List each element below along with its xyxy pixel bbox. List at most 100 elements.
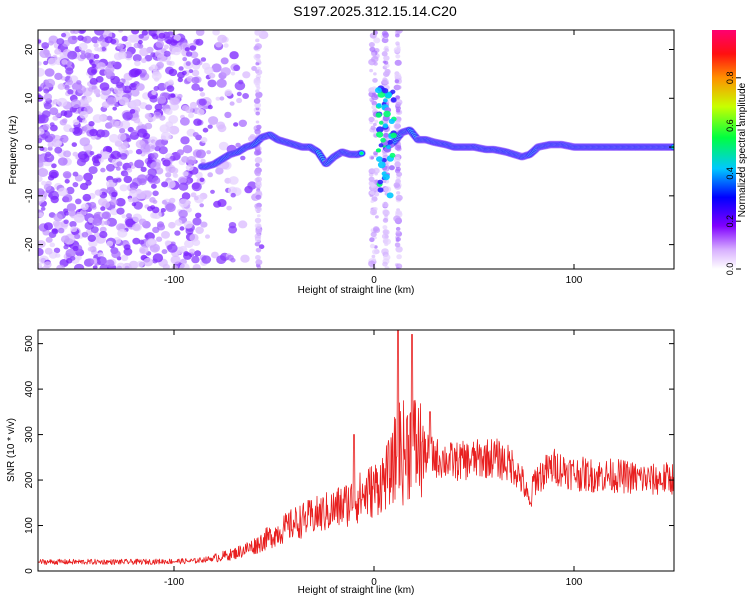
- spectrogram-cell: [174, 219, 183, 226]
- spectrogram-cell: [38, 39, 42, 44]
- spectrogram-cell: [43, 222, 54, 231]
- snr-x-tick-label: 0: [371, 577, 377, 588]
- spectrogram-cell: [191, 76, 200, 84]
- spectrogram-cell: [376, 156, 383, 163]
- spectrogram-cell: [377, 179, 384, 185]
- spectrogram-cell: [256, 124, 262, 130]
- spectrogram-cell: [160, 131, 172, 141]
- spectrogram-cell: [106, 240, 114, 247]
- spectrogram-cell: [129, 99, 140, 109]
- spectrogram-cell: [110, 38, 117, 45]
- spectrogram-cell: [200, 158, 206, 164]
- spectrogram-cell: [87, 66, 98, 76]
- spectrogram-cell: [112, 178, 119, 183]
- spectrogram-cell: [150, 64, 158, 71]
- spectrogram-cell: [394, 161, 401, 168]
- spectrogram-cell: [170, 97, 180, 106]
- spectrogram-cell: [128, 161, 134, 166]
- spectrogram-cell: [256, 207, 262, 211]
- spectrogram-cell: [50, 195, 59, 204]
- spectrogram-cell: [38, 176, 43, 182]
- snr-y-tick-label: 400: [24, 380, 35, 397]
- spectrogram-cell: [126, 137, 132, 142]
- spectrogram-cell: [163, 44, 169, 50]
- spectrogram-cell: [141, 30, 148, 36]
- colorbar-label: Normalized spectral amplitude: [737, 82, 748, 217]
- snr-frame: [37, 329, 675, 572]
- spectrogram-cell: [382, 229, 390, 236]
- spectrogram-cell: [45, 151, 52, 157]
- spectrogram-cell: [202, 62, 211, 70]
- spectrogram-cell: [194, 250, 202, 257]
- spectrogram-cell: [38, 201, 42, 206]
- spectrogram-cell: [85, 258, 95, 266]
- spectrogram-cell: [150, 145, 156, 150]
- spectrogram-cell: [144, 54, 153, 62]
- spectrogram-cell: [60, 235, 70, 243]
- spectrogram-cell: [141, 58, 147, 64]
- spectrogram-cell: [161, 199, 167, 205]
- spectrogram-cell: [48, 133, 56, 140]
- spectrogram-cell: [152, 258, 158, 264]
- spectrogram-cell: [255, 69, 263, 76]
- spectrogram-cell: [390, 89, 396, 95]
- spectrogram-cell: [386, 145, 391, 150]
- spectrogram-cell: [150, 52, 157, 58]
- spectrogram-cell: [388, 165, 395, 171]
- spectrogram-cell: [176, 149, 184, 156]
- spectrogram-cell: [255, 194, 262, 200]
- snr-x-tick-label: 100: [566, 577, 583, 588]
- spectrogram-cell: [41, 180, 47, 186]
- spectrogram-cell: [76, 80, 82, 85]
- spectrogram-cell: [195, 149, 206, 159]
- spectrogram-cell: [378, 120, 384, 125]
- spectrogram-cell: [91, 155, 102, 164]
- spectrogram-cell: [65, 67, 74, 75]
- spectrogram-cell: [96, 256, 107, 266]
- spectrogram-cell: [61, 32, 67, 38]
- spectrogram-cell: [151, 71, 162, 81]
- spectrogram-cell: [147, 206, 153, 212]
- spectrogram-cell: [94, 30, 105, 36]
- spectrogram-cell: [395, 102, 402, 107]
- snr-y-tick-label: 100: [24, 517, 35, 534]
- spectrogram-cell: [70, 226, 78, 233]
- spectrogram-cell: [226, 205, 232, 211]
- spectrogram-cell: [383, 60, 389, 65]
- spectrogram-cell: [380, 137, 386, 143]
- spectrogram-cell: [47, 146, 53, 151]
- spectrogram-cell: [228, 176, 239, 185]
- spectrogram-cell: [137, 202, 143, 208]
- spectrogram-cell: [233, 122, 239, 127]
- spectrogram-cell: [177, 77, 183, 83]
- spectrogram-cell: [124, 80, 130, 86]
- spectrogram-cell: [43, 60, 49, 66]
- snr-y-tick-label: 300: [24, 426, 35, 443]
- spectrogram-cell: [369, 32, 377, 39]
- spectrogram-cell: [48, 169, 59, 179]
- spectrogram-cell: [66, 203, 77, 212]
- spectrogram-cell: [254, 156, 263, 164]
- spectrogram-cell: [117, 51, 127, 60]
- spectrogram-cell: [111, 191, 118, 198]
- spectrogram-cell: [395, 226, 401, 231]
- spectrogram-cell: [190, 192, 197, 198]
- spectrogram-cell: [381, 158, 387, 163]
- spectrogram-cell: [171, 265, 179, 269]
- spectrogram-cell: [374, 119, 379, 124]
- spectrogram-cell: [189, 248, 195, 254]
- spectrogram-cell: [371, 52, 376, 57]
- spectrogram-cell: [81, 231, 89, 238]
- spectrogram-cell: [180, 117, 190, 126]
- spectrogram-cell: [67, 50, 78, 60]
- spectrogram-cell: [104, 220, 110, 226]
- snr-x-label: Height of straight line (km): [298, 585, 415, 596]
- spectrogram-cell: [65, 248, 76, 258]
- spectrogram-cell: [43, 183, 52, 191]
- spectrogram-cell: [375, 87, 382, 94]
- spectrogram-cell: [374, 191, 380, 197]
- spectrogram-cell: [207, 79, 217, 88]
- spectrogram-cell: [45, 78, 56, 88]
